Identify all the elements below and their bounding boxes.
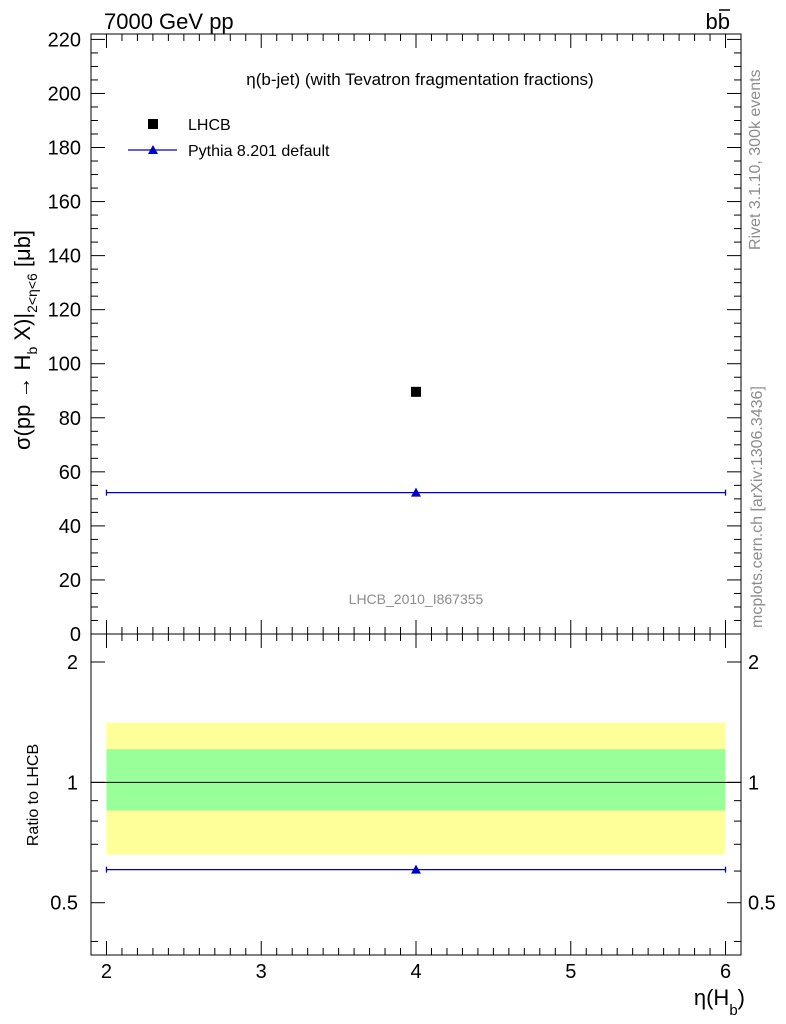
ratio-y-tick-label-left: 0.5 [50,893,78,915]
main-x-ticks [105,34,727,634]
ratio-uncertainty-band [106,749,726,811]
main-y-tick-label: 180 [48,138,81,160]
ratio-x-ticks: 2 3 4 5 6 [101,634,731,983]
legend-marker-lhcb [148,119,158,129]
analysis-label: LHCB_2010_I867355 [349,591,484,607]
svg-text:bb: bb [706,9,731,34]
main-point-pythia [411,487,421,497]
ratio-point-pythia [411,864,421,874]
main-y-tick-label: 100 [48,354,81,376]
legend-marker-pythia [148,145,158,154]
x-tick-label: 4 [410,961,421,983]
main-y-tick-label: 80 [59,408,81,430]
legend-label-pythia: Pythia 8.201 default [188,143,330,160]
energy-label: 7000 GeV pp [104,9,234,34]
main-y-tick-label: 200 [48,83,81,105]
x-axis-label: η(Hb) [694,985,745,1019]
ratio-y-ticks: 0.5 0.5 1 1 2 2 [50,652,776,942]
ratio-y-tick-label-left: 1 [67,772,78,794]
rivet-label: Rivet 3.1.10, 300k events [747,69,764,250]
main-y-tick-label: 120 [48,300,81,322]
x-tick-label: 5 [565,961,576,983]
main-y-tick-label: 0 [70,624,81,646]
main-y-tick-label: 20 [59,570,81,592]
ratio-y-tick-label-left: 2 [67,652,78,674]
mcplots-label: mcplots.cern.ch [arXiv:1306.3436] [749,386,766,628]
x-tick-label: 6 [720,961,731,983]
ratio-y-axis-label: Ratio to LHCB [25,744,42,846]
ratio-data-layer [105,864,727,874]
x-tick-label: 2 [101,961,112,983]
main-y-tick-label: 160 [48,192,81,214]
main-y-ticks: 0 20 40 60 80 100 120 140 160 180 200 220 [48,29,741,646]
main-panel: 0 20 40 60 80 100 120 140 160 180 200 220 η(b-jet) … [10,29,742,646]
main-y-axis-label: σ(pp → Hb X)|2<η<6 [μb] [10,230,40,450]
main-y-tick-label: 220 [48,29,81,51]
ratio-y-tick-label-right: 0.5 [748,893,776,915]
legend-label-lhcb: LHCB [188,117,231,134]
ratio-y-tick-label-right: 2 [748,652,759,674]
ratio-bands [91,722,741,855]
legend: LHCB Pythia 8.201 default [128,117,330,160]
main-point-lhcb [411,386,421,397]
process-label-bbar: b [718,9,730,34]
main-title: η(b-jet) (with Tevatron fragmentation fr… [246,70,593,89]
main-y-tick-label: 60 [59,462,81,484]
x-tick-label: 3 [256,961,267,983]
main-y-tick-label: 140 [48,246,81,268]
process-label-b: b [706,9,718,34]
ratio-panel: 0.5 0.5 1 1 2 2 2 3 4 5 6 Ratio to LHCB η(Hb) [25,633,776,1019]
ratio-y-tick-label-right: 1 [748,772,759,794]
process-label: bb [706,9,731,34]
main-data-layer [105,386,727,497]
main-y-tick-label: 40 [59,516,81,538]
